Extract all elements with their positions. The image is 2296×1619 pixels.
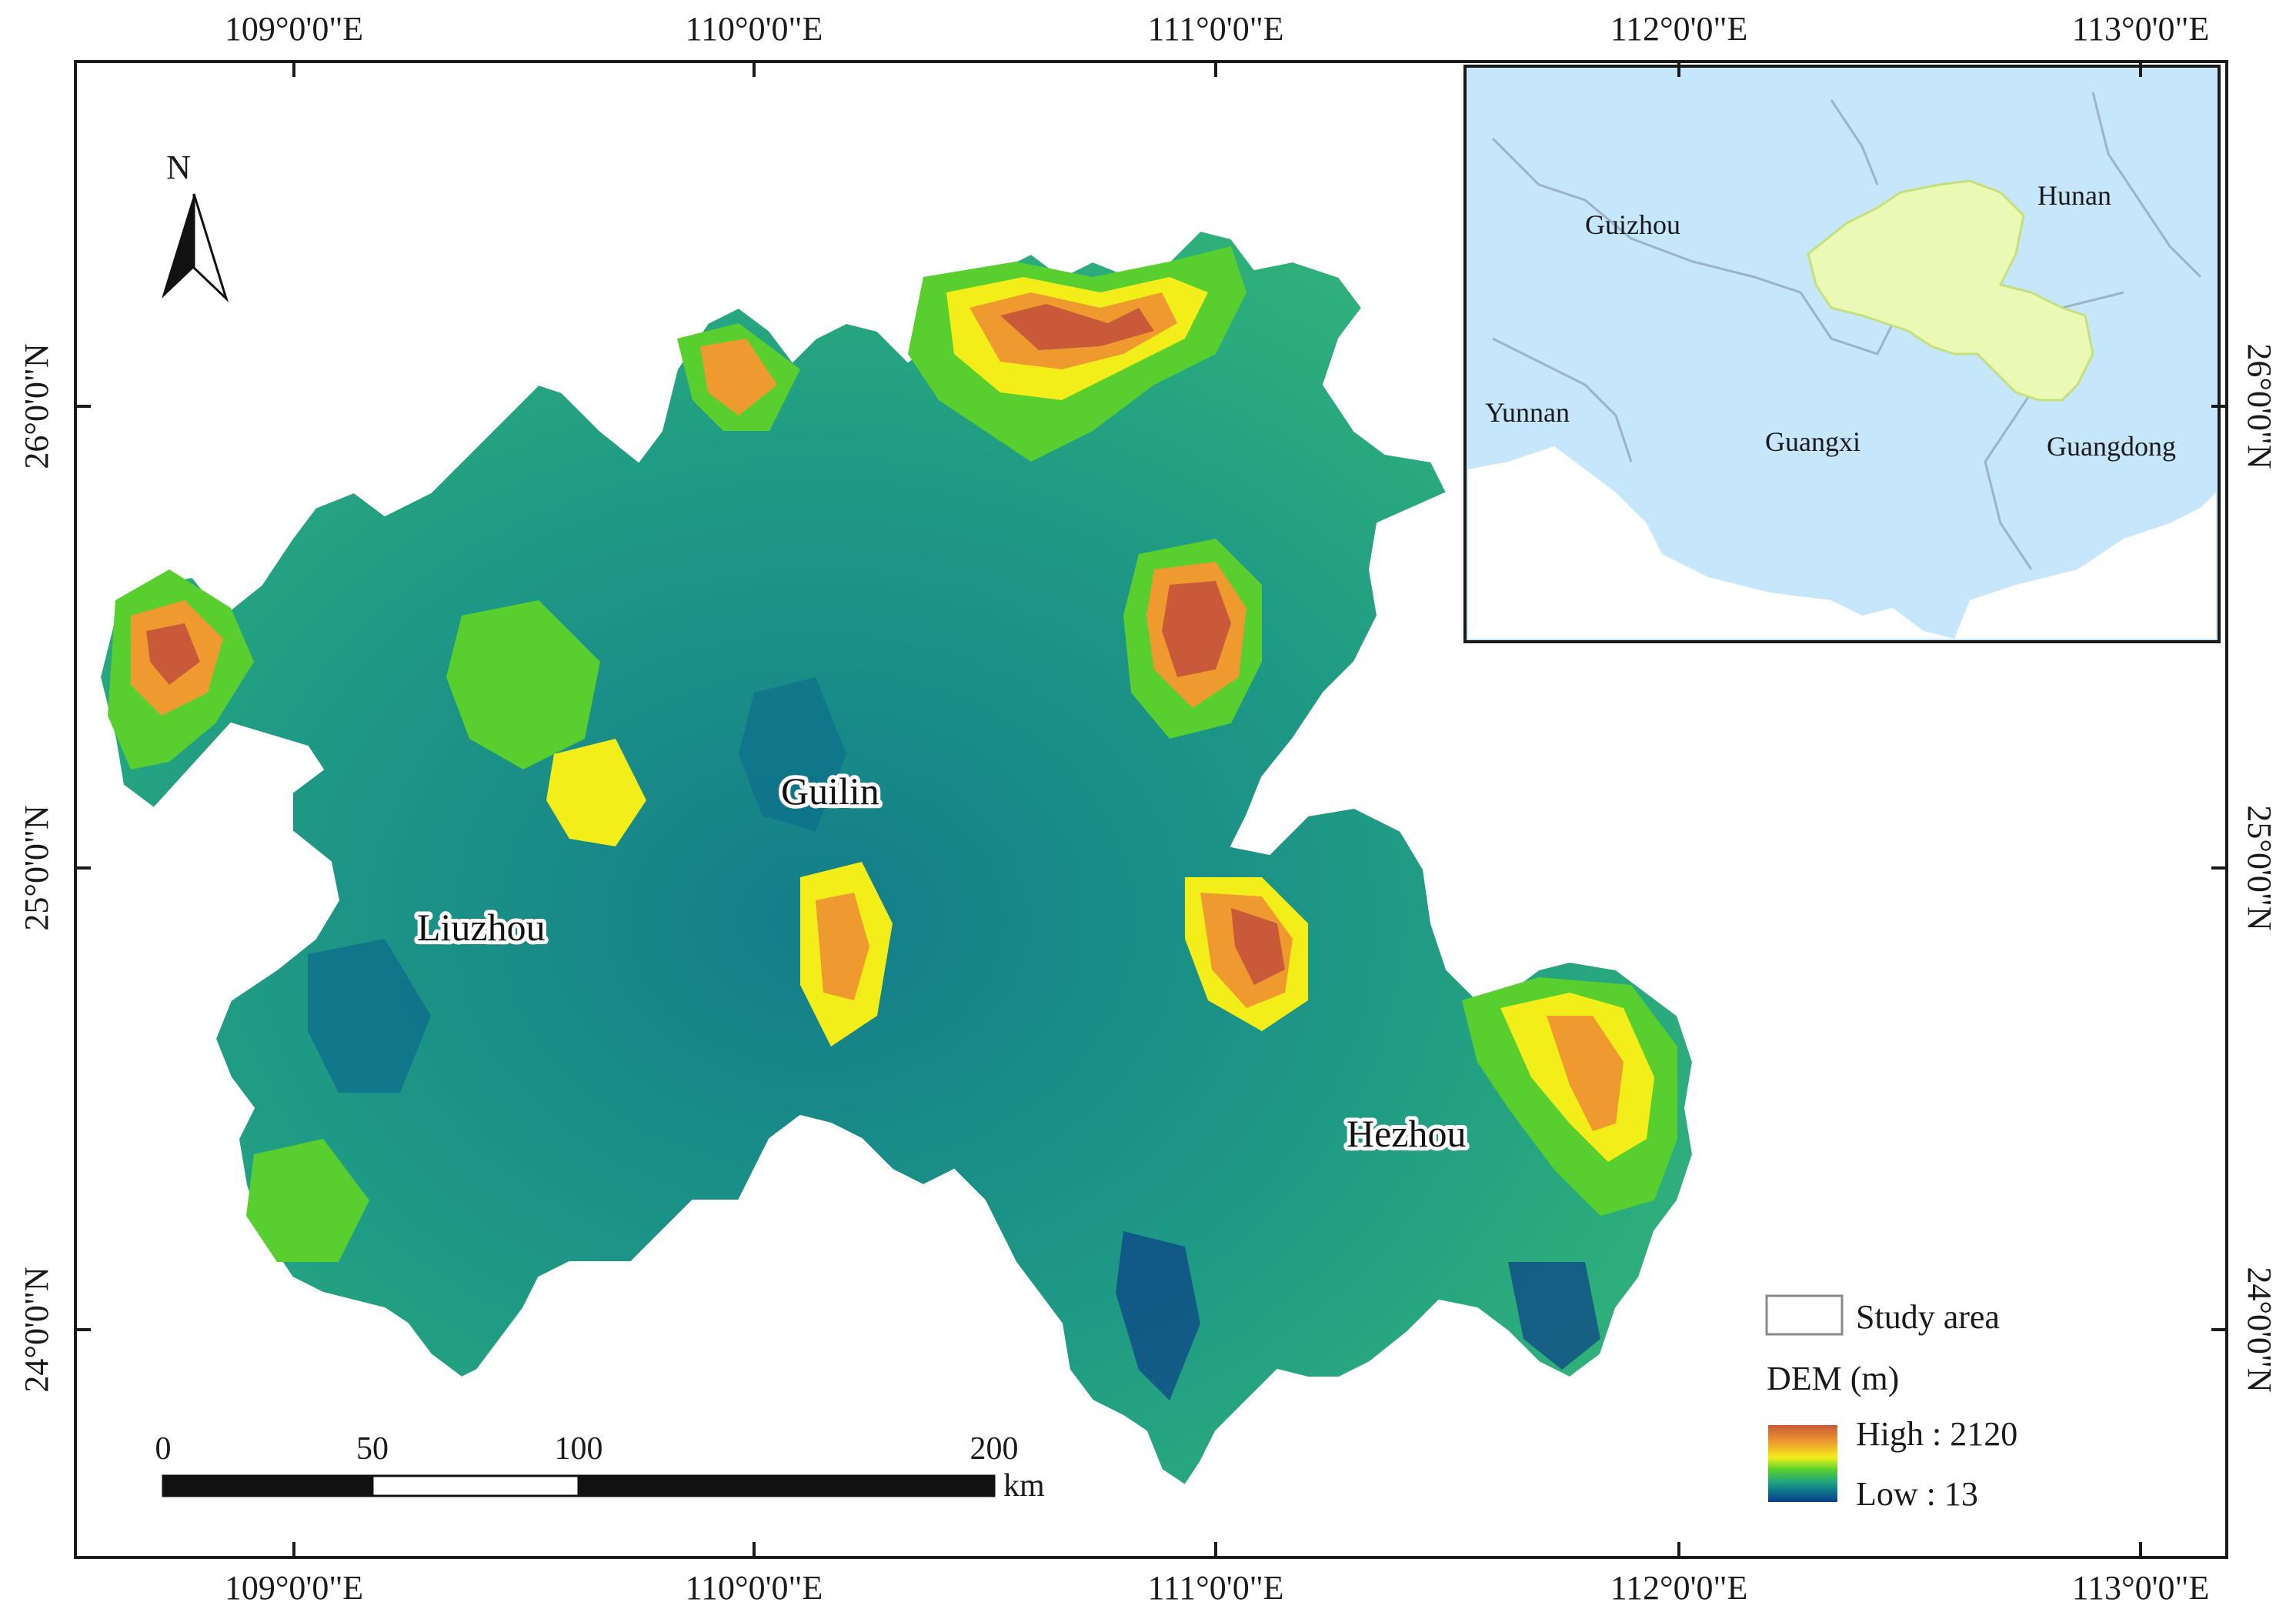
top-longitude-labels: 109°0'0"E 110°0'0"E 111°0'0"E 112°0'0"E … — [225, 10, 2210, 48]
scale-tick-label: 100 — [555, 1431, 603, 1467]
bottom-lon-label: 113°0'0"E — [2072, 1569, 2210, 1607]
north-arrow: N — [162, 149, 229, 303]
inset-label-yunnan: Yunnan — [1485, 397, 1570, 428]
bottom-lon-label: 110°0'0"E — [686, 1569, 823, 1607]
top-lon-label: 113°0'0"E — [2072, 10, 2210, 48]
legend-study-area-swatch — [1765, 1294, 1844, 1336]
bottom-lon-label: 112°0'0"E — [1610, 1569, 1748, 1607]
study-area-dem — [98, 229, 1694, 1487]
frame-ticks — [75, 62, 2227, 1557]
inset-study-area — [1807, 179, 2094, 402]
scale-bar: 0 50 100 200 km — [155, 1431, 1046, 1504]
inset-label-guangxi: Guangxi — [1765, 426, 1860, 457]
right-lat-label: 25°0'0"N — [2241, 805, 2278, 930]
inset-label-guizhou: Guizhou — [1585, 209, 1680, 240]
north-arrow-label: N — [166, 149, 191, 186]
legend-low-label: Low : 13 — [1856, 1475, 1978, 1513]
inset-map: Guizhou Hunan Yunnan Guangxi Guangdong — [1463, 65, 2221, 643]
bottom-longitude-labels: 109°0'0"E 110°0'0"E 111°0'0"E 112°0'0"E … — [225, 1569, 2210, 1607]
right-lat-label: 24°0'0"N — [2241, 1267, 2278, 1392]
legend: Study area DEM (m) High : 2120 Low : 13 — [1765, 1294, 2017, 1513]
scale-tick-label: 0 — [155, 1431, 172, 1467]
scale-tick-label: 200 — [970, 1431, 1019, 1467]
inset-label-guangdong: Guangdong — [2047, 431, 2176, 462]
right-latitude-labels: 26°0'0"N 25°0'0"N 24°0'0"N — [2241, 343, 2278, 1392]
left-lat-label: 25°0'0"N — [18, 805, 55, 930]
inset-label-hunan: Hunan — [2037, 180, 2111, 211]
top-lon-label: 110°0'0"E — [686, 10, 823, 48]
bottom-lon-label: 109°0'0"E — [225, 1569, 363, 1607]
city-label-liuzhou: Liuzhou — [417, 906, 546, 949]
bottom-lon-label: 111°0'0"E — [1147, 1569, 1283, 1607]
top-lon-label: 111°0'0"E — [1147, 10, 1283, 48]
city-label-guilin: Guilin — [781, 769, 879, 813]
right-lat-label: 26°0'0"N — [2241, 343, 2278, 469]
left-lat-label: 26°0'0"N — [18, 343, 55, 469]
city-label-hezhou: Hezhou — [1347, 1112, 1467, 1155]
scale-tick-label: 50 — [356, 1431, 389, 1467]
top-lon-label: 112°0'0"E — [1610, 10, 1748, 48]
left-latitude-labels: 26°0'0"N 25°0'0"N 24°0'0"N — [18, 343, 55, 1392]
legend-dem-ramp — [1768, 1425, 1837, 1502]
left-lat-label: 24°0'0"N — [18, 1267, 55, 1392]
legend-high-label: High : 2120 — [1856, 1415, 2017, 1453]
top-lon-label: 109°0'0"E — [225, 10, 363, 48]
scale-unit-label: km — [1003, 1468, 1045, 1504]
north-arrow-icon — [162, 194, 194, 299]
legend-study-area-label: Study area — [1856, 1298, 2000, 1336]
legend-dem-title: DEM (m) — [1767, 1360, 1899, 1397]
